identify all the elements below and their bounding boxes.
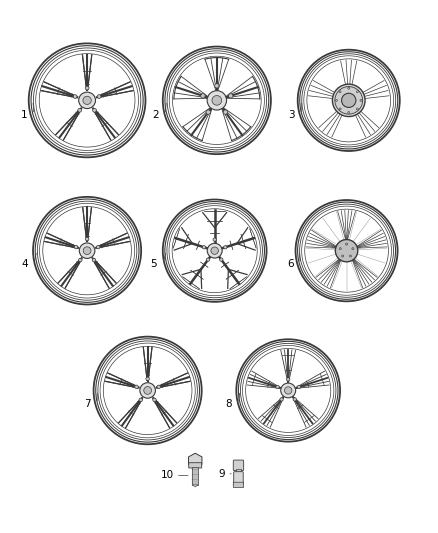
FancyBboxPatch shape [234, 472, 243, 486]
Ellipse shape [342, 255, 344, 257]
Ellipse shape [79, 92, 95, 109]
Ellipse shape [332, 84, 365, 117]
Ellipse shape [219, 258, 223, 261]
Ellipse shape [146, 377, 149, 381]
Ellipse shape [213, 238, 216, 241]
Ellipse shape [336, 239, 358, 262]
Ellipse shape [357, 91, 358, 93]
Ellipse shape [357, 108, 358, 110]
Ellipse shape [211, 247, 219, 254]
Ellipse shape [297, 385, 300, 389]
Ellipse shape [224, 246, 227, 249]
Ellipse shape [73, 95, 77, 99]
Ellipse shape [78, 259, 82, 262]
Ellipse shape [352, 248, 354, 249]
FancyBboxPatch shape [233, 482, 244, 488]
Ellipse shape [135, 385, 138, 389]
Text: 5: 5 [150, 259, 156, 269]
Ellipse shape [157, 385, 160, 389]
Ellipse shape [139, 398, 142, 401]
Text: 3: 3 [288, 110, 295, 119]
Ellipse shape [83, 247, 91, 255]
Ellipse shape [144, 386, 152, 394]
Ellipse shape [153, 398, 156, 401]
Ellipse shape [85, 86, 89, 90]
Ellipse shape [280, 398, 283, 401]
Ellipse shape [339, 248, 341, 249]
Text: 8: 8 [226, 399, 232, 409]
Ellipse shape [206, 258, 210, 261]
Ellipse shape [78, 108, 81, 112]
FancyBboxPatch shape [236, 469, 240, 474]
Ellipse shape [202, 246, 206, 249]
FancyBboxPatch shape [192, 467, 198, 485]
Ellipse shape [284, 387, 292, 394]
Polygon shape [192, 485, 198, 487]
Ellipse shape [276, 385, 279, 389]
Ellipse shape [140, 383, 155, 398]
Text: 9: 9 [219, 469, 226, 479]
Ellipse shape [92, 108, 96, 112]
Ellipse shape [212, 95, 222, 105]
Ellipse shape [207, 91, 226, 110]
Ellipse shape [293, 398, 297, 401]
Ellipse shape [229, 94, 233, 98]
Ellipse shape [348, 87, 350, 89]
Ellipse shape [206, 110, 210, 114]
Ellipse shape [339, 108, 341, 110]
Ellipse shape [342, 93, 356, 108]
Ellipse shape [201, 94, 205, 98]
Text: 10: 10 [160, 470, 173, 480]
Ellipse shape [96, 245, 100, 249]
Ellipse shape [286, 378, 290, 381]
Ellipse shape [85, 237, 89, 241]
Ellipse shape [350, 255, 351, 257]
Ellipse shape [339, 91, 341, 93]
Text: 6: 6 [287, 259, 294, 269]
Ellipse shape [336, 99, 338, 101]
Ellipse shape [348, 111, 350, 114]
Ellipse shape [215, 84, 219, 88]
Ellipse shape [83, 96, 91, 104]
FancyBboxPatch shape [189, 463, 202, 468]
Ellipse shape [346, 243, 348, 245]
Ellipse shape [207, 243, 222, 258]
Text: 7: 7 [84, 399, 91, 409]
Ellipse shape [223, 110, 228, 114]
Text: 2: 2 [152, 110, 159, 119]
Ellipse shape [79, 243, 95, 259]
Ellipse shape [335, 86, 363, 114]
Ellipse shape [92, 259, 96, 262]
Ellipse shape [74, 245, 78, 249]
Ellipse shape [360, 99, 362, 101]
Ellipse shape [281, 383, 296, 398]
Ellipse shape [97, 95, 101, 99]
Text: 4: 4 [21, 259, 28, 269]
Text: 1: 1 [21, 110, 28, 119]
Polygon shape [188, 453, 202, 468]
FancyBboxPatch shape [233, 460, 244, 471]
